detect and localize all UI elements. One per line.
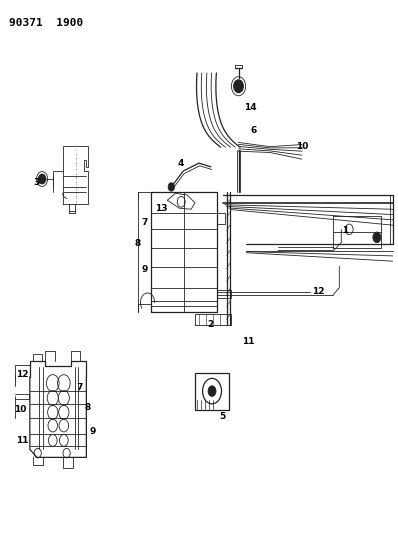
Text: 10: 10 xyxy=(14,405,27,414)
Text: 8: 8 xyxy=(134,239,140,248)
Text: 4: 4 xyxy=(178,159,184,168)
Circle shape xyxy=(373,232,381,243)
Text: 8: 8 xyxy=(84,402,91,411)
Text: 12: 12 xyxy=(312,287,325,296)
Text: 9: 9 xyxy=(90,427,96,437)
Text: 3: 3 xyxy=(33,178,39,187)
Circle shape xyxy=(234,80,243,93)
Text: 1: 1 xyxy=(342,226,348,235)
Text: 7: 7 xyxy=(141,218,148,227)
Text: 10: 10 xyxy=(297,142,309,151)
Text: 9: 9 xyxy=(141,265,148,274)
Text: 11: 11 xyxy=(242,337,254,346)
Text: 13: 13 xyxy=(155,204,167,213)
Circle shape xyxy=(39,174,46,184)
Text: 7: 7 xyxy=(76,383,83,392)
Circle shape xyxy=(208,386,216,397)
Bar xyxy=(195,373,228,410)
Circle shape xyxy=(168,183,174,191)
Text: 12: 12 xyxy=(16,370,28,379)
Text: 14: 14 xyxy=(244,103,257,112)
Text: 2: 2 xyxy=(208,320,214,329)
Text: 5: 5 xyxy=(219,411,225,421)
Text: 6: 6 xyxy=(250,126,257,135)
Text: 90371  1900: 90371 1900 xyxy=(9,18,84,28)
Text: 11: 11 xyxy=(16,436,28,445)
